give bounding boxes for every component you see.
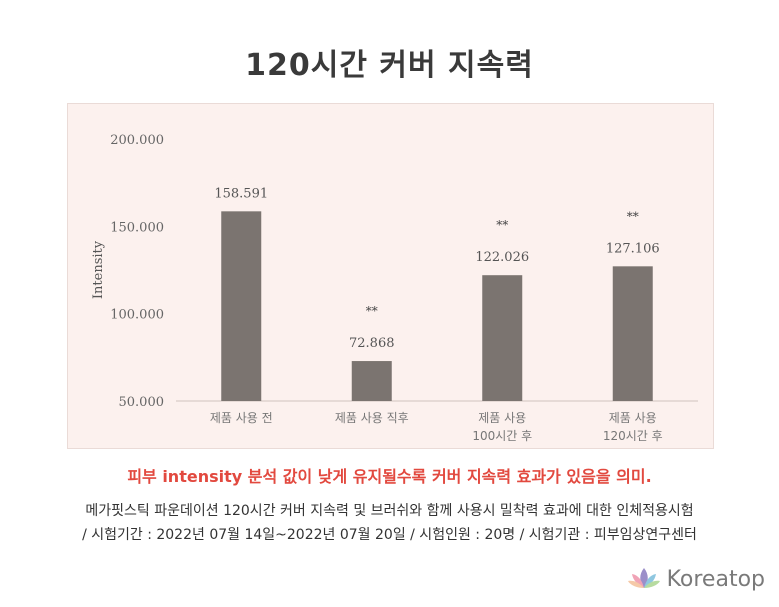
value-label: 127.106	[606, 241, 660, 256]
page-title: 120시간 커버 지속력	[245, 48, 534, 83]
chart-caption: 피부 intensity 분석 값이 낮게 유지될수록 커버 지속력 효과가 있…	[127, 467, 652, 486]
category-label: 제품 사용	[609, 411, 657, 425]
significance-marker: **	[627, 209, 639, 223]
bar-chart: Intensity 200.000 150.000 100.000 50.000 158.…	[91, 133, 698, 443]
test-details: / 시험기간 : 2022년 07월 14일~2022년 07월 20일 / 시…	[82, 527, 697, 543]
bar	[221, 211, 262, 401]
value-label: 72.868	[349, 336, 395, 351]
category-label: 제품 사용 직후	[335, 411, 409, 425]
chart-panel: Intensity 200.000 150.000 100.000 50.000 158.…	[67, 103, 714, 449]
y-tick-label: 50.000	[119, 395, 165, 410]
bar	[351, 361, 392, 401]
bar	[612, 266, 653, 401]
category-label: 120시간 후	[603, 429, 663, 443]
y-axis-title: Intensity	[91, 240, 106, 299]
category-label: 제품 사용 전	[210, 411, 273, 425]
y-tick-label: 200.000	[110, 133, 164, 148]
lotus-icon	[627, 568, 660, 588]
brand-name: Koreatop	[666, 566, 765, 592]
value-label: 158.591	[214, 186, 268, 201]
y-tick-label: 100.000	[110, 308, 164, 323]
significance-marker: **	[366, 304, 378, 318]
significance-marker: **	[496, 218, 508, 232]
brand-logo: Koreatop	[627, 566, 765, 592]
test-description: 메가핏스틱 파운데이션 120시간 커버 지속력 및 브러쉬와 함께 사용시 밀…	[85, 503, 694, 519]
y-tick-label: 150.000	[110, 220, 164, 235]
category-label: 제품 사용	[478, 411, 526, 425]
value-label: 122.026	[475, 250, 529, 265]
category-label: 100시간 후	[472, 429, 532, 443]
bar	[482, 275, 523, 401]
